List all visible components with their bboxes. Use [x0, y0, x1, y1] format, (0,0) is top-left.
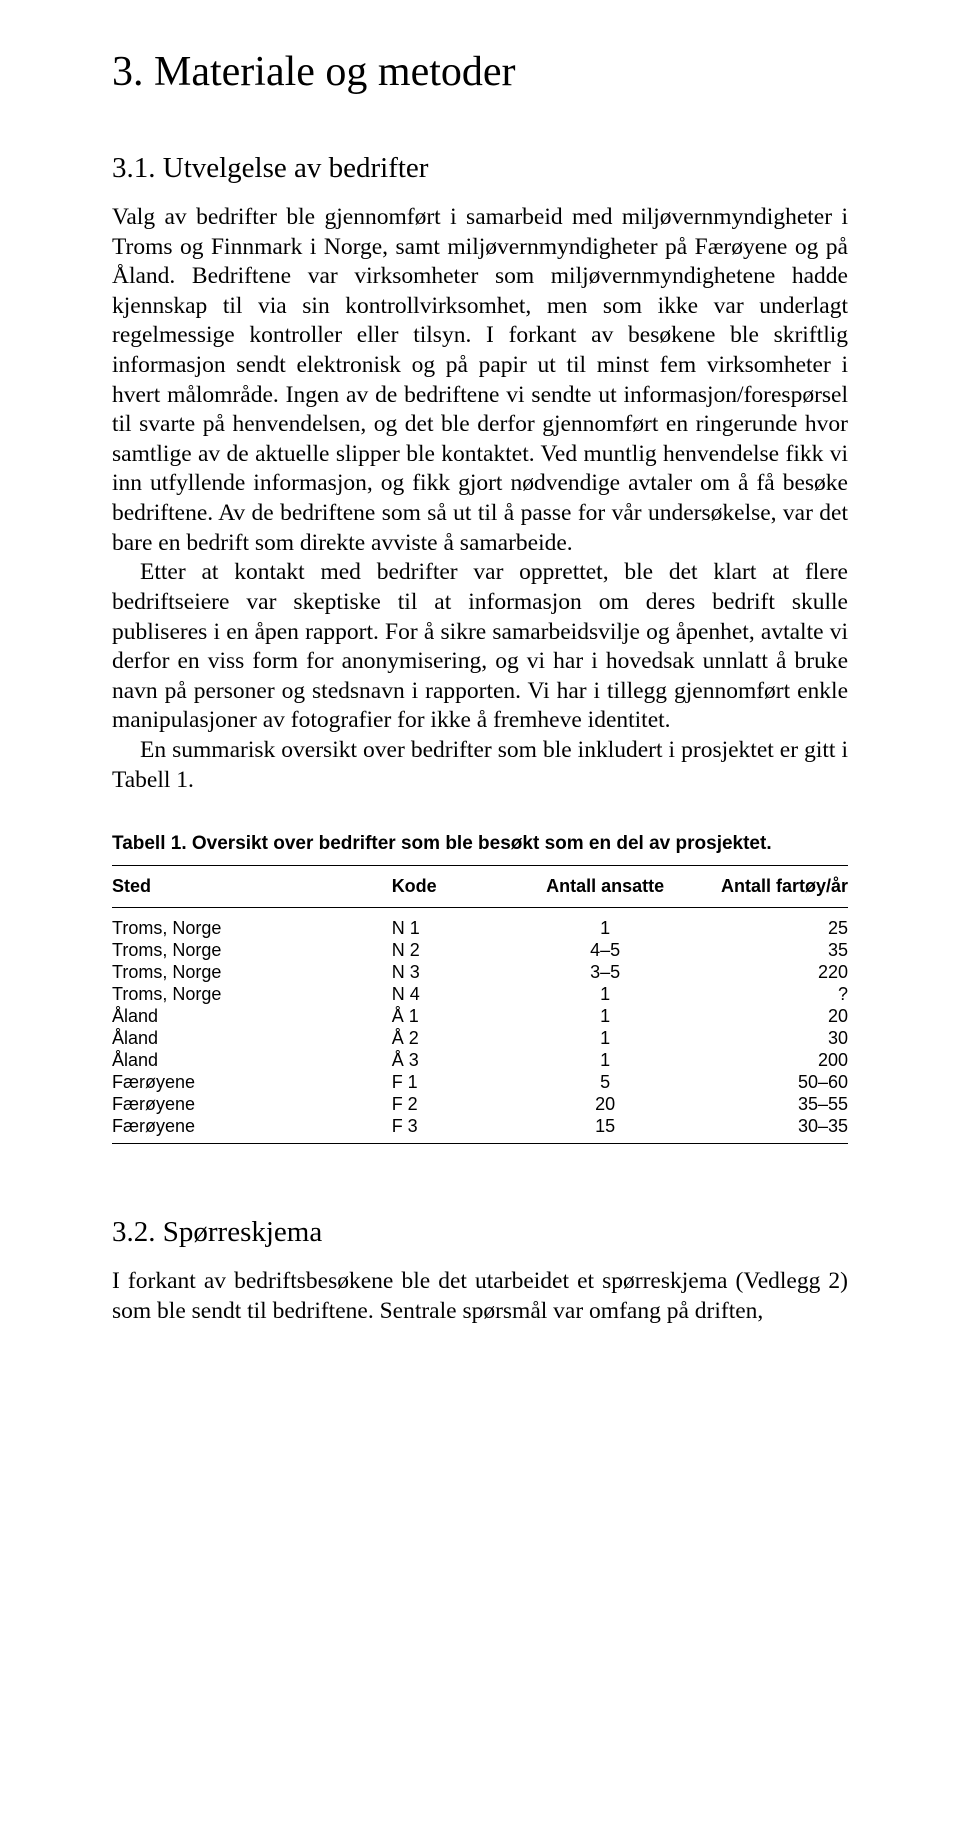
table-header-sted: Sted	[112, 866, 392, 908]
cell-fartoy: 50–60	[686, 1072, 848, 1094]
cell-sted: Troms, Norge	[112, 940, 392, 962]
section-3-2-paragraph-1: I forkant av bedriftsbesøkene ble det ut…	[112, 1267, 848, 1326]
table-header-kode: Kode	[392, 866, 524, 908]
section-3-1-heading: 3.1. Utvelgelse av bedrifter	[112, 152, 848, 185]
cell-kode: F 1	[392, 1072, 524, 1094]
cell-sted: Åland	[112, 1028, 392, 1050]
table-row: Troms, Norge N 3 3–5 220	[112, 962, 848, 984]
cell-sted: Åland	[112, 1050, 392, 1072]
cell-ansatte: 15	[524, 1116, 686, 1144]
cell-kode: Å 1	[392, 1006, 524, 1028]
table-row: Åland Å 1 1 20	[112, 1006, 848, 1028]
cell-ansatte: 1	[524, 908, 686, 940]
table-row: Færøyene F 2 20 35–55	[112, 1094, 848, 1116]
cell-fartoy: 35	[686, 940, 848, 962]
cell-kode: F 3	[392, 1116, 524, 1144]
cell-ansatte: 1	[524, 984, 686, 1006]
cell-kode: Å 2	[392, 1028, 524, 1050]
cell-kode: Å 3	[392, 1050, 524, 1072]
cell-fartoy: 30	[686, 1028, 848, 1050]
table-1-caption: Tabell 1. Oversikt over bedrifter som bl…	[112, 833, 848, 855]
cell-ansatte: 1	[524, 1006, 686, 1028]
table-1: Sted Kode Antall ansatte Antall fartøy/å…	[112, 865, 848, 1144]
cell-kode: N 3	[392, 962, 524, 984]
cell-sted: Troms, Norge	[112, 962, 392, 984]
table-row: Troms, Norge N 1 1 25	[112, 908, 848, 940]
table-header-ansatte: Antall ansatte	[524, 866, 686, 908]
cell-kode: N 1	[392, 908, 524, 940]
cell-ansatte: 5	[524, 1072, 686, 1094]
table-row: Troms, Norge N 2 4–5 35	[112, 940, 848, 962]
section-3-1-paragraph-3: En summarisk oversikt over bedrifter som…	[112, 736, 848, 795]
section-3-1-paragraph-2: Etter at kontakt med bedrifter var oppre…	[112, 558, 848, 736]
cell-kode: N 4	[392, 984, 524, 1006]
section-3-2-heading: 3.2. Spørreskjema	[112, 1216, 848, 1249]
cell-sted: Færøyene	[112, 1072, 392, 1094]
cell-kode: F 2	[392, 1094, 524, 1116]
cell-ansatte: 20	[524, 1094, 686, 1116]
table-row: Færøyene F 1 5 50–60	[112, 1072, 848, 1094]
table-header-fartoy: Antall fartøy/år	[686, 866, 848, 908]
cell-fartoy: 30–35	[686, 1116, 848, 1144]
cell-sted: Troms, Norge	[112, 908, 392, 940]
cell-ansatte: 4–5	[524, 940, 686, 962]
table-row: Åland Å 3 1 200	[112, 1050, 848, 1072]
cell-ansatte: 1	[524, 1028, 686, 1050]
cell-fartoy: 20	[686, 1006, 848, 1028]
cell-fartoy: 220	[686, 962, 848, 984]
cell-sted: Færøyene	[112, 1116, 392, 1144]
cell-fartoy: ?	[686, 984, 848, 1006]
cell-sted: Troms, Norge	[112, 984, 392, 1006]
cell-fartoy: 200	[686, 1050, 848, 1072]
table-row: Troms, Norge N 4 1 ?	[112, 984, 848, 1006]
cell-sted: Åland	[112, 1006, 392, 1028]
cell-fartoy: 35–55	[686, 1094, 848, 1116]
cell-sted: Færøyene	[112, 1094, 392, 1116]
table-row: Færøyene F 3 15 30–35	[112, 1116, 848, 1144]
cell-ansatte: 3–5	[524, 962, 686, 984]
cell-ansatte: 1	[524, 1050, 686, 1072]
section-3-1-paragraph-1: Valg av bedrifter ble gjennomført i sama…	[112, 203, 848, 558]
cell-kode: N 2	[392, 940, 524, 962]
cell-fartoy: 25	[686, 908, 848, 940]
chapter-title: 3. Materiale og metoder	[112, 48, 848, 96]
table-header-row: Sted Kode Antall ansatte Antall fartøy/å…	[112, 866, 848, 908]
table-row: Åland Å 2 1 30	[112, 1028, 848, 1050]
